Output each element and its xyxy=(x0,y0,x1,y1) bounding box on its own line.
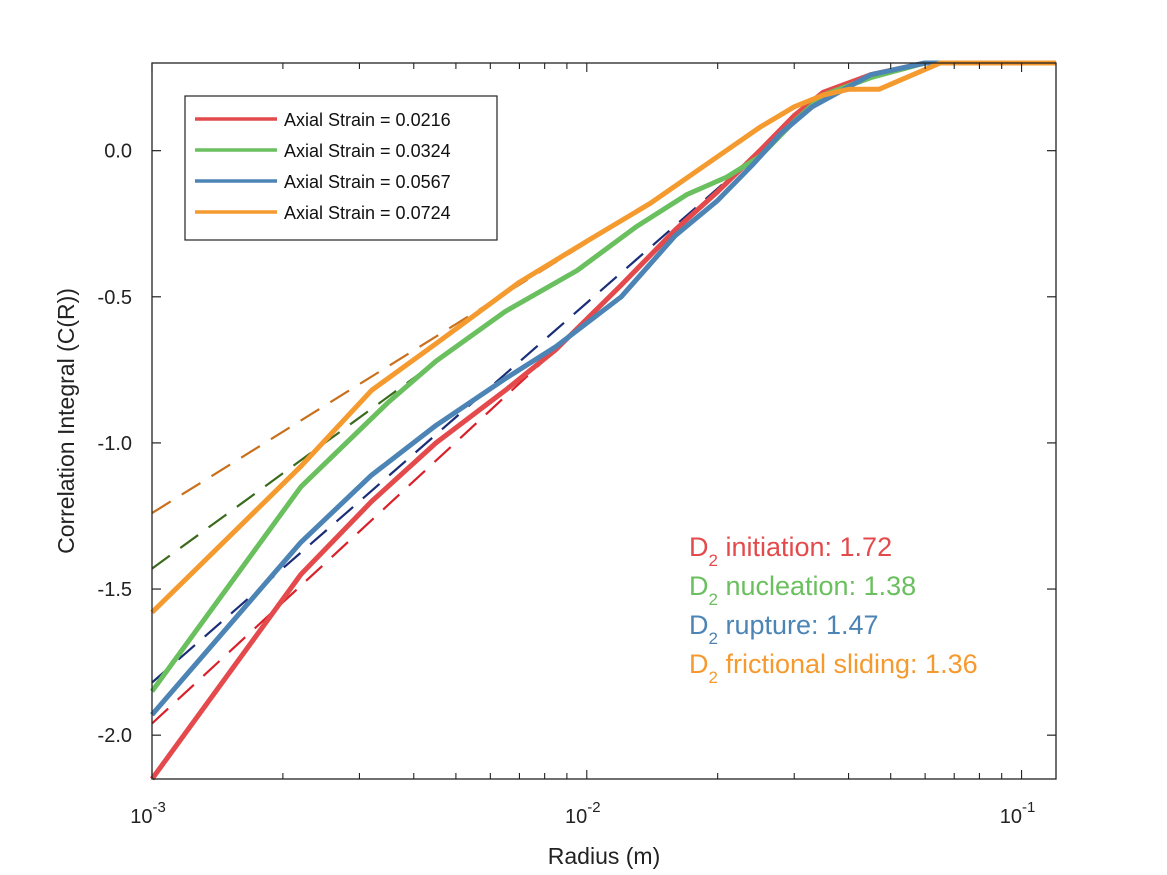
series-group xyxy=(149,60,1056,781)
x-axis-label: Radius (m) xyxy=(548,843,660,869)
y-tick-label: -0.5 xyxy=(98,287,132,309)
series-line-3 xyxy=(150,60,1056,717)
plot-frame xyxy=(151,62,1057,780)
dimension-annotation: D2 frictional sliding: 1.36 xyxy=(689,649,978,687)
legend-label: Axial Strain = 0.0567 xyxy=(284,172,451,192)
series-line-4 xyxy=(150,60,1056,615)
x-tick-label: 10-1 xyxy=(1000,799,1036,828)
dimension-annotation: D2 nucleation: 1.38 xyxy=(689,571,916,609)
y-tick-label: -1.5 xyxy=(98,579,132,601)
legend-label: Axial Strain = 0.0216 xyxy=(284,110,451,130)
x-tick-label: 10-3 xyxy=(130,799,166,828)
y-tick-label: -2.0 xyxy=(98,725,132,747)
dimension-annotation: D2 rupture: 1.47 xyxy=(689,610,879,648)
ticks-group: 0.0 -0.5 -1.0 -1.5 -2.0 10-3 10-2 10-1 xyxy=(98,63,1056,828)
legend-label: Axial Strain = 0.0724 xyxy=(284,203,451,223)
y-axis-label: Correlation Integral (C(R)) xyxy=(53,288,79,554)
fit-line-4 xyxy=(151,202,651,515)
legend-label: Axial Strain = 0.0324 xyxy=(284,141,451,161)
dimension-annotation: D2 initiation: 1.72 xyxy=(689,532,892,570)
x-tick-label: 10-2 xyxy=(565,799,601,828)
y-tick-label: 0.0 xyxy=(104,141,132,163)
y-tick-label: -1.0 xyxy=(98,433,132,455)
legend: Axial Strain = 0.0216 Axial Strain = 0.03… xyxy=(184,95,498,241)
fit-line-1 xyxy=(151,348,557,725)
